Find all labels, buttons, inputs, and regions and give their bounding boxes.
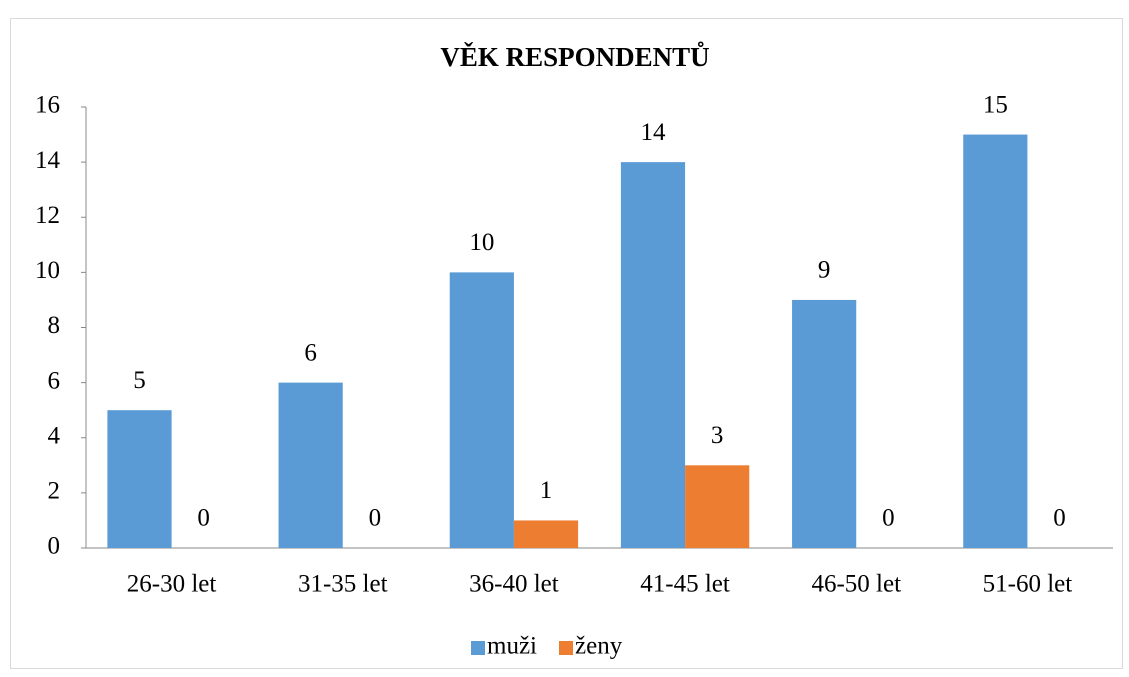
y-tick-label: 4 bbox=[48, 422, 61, 449]
legend-label: ženy bbox=[575, 633, 623, 660]
data-label: 0 bbox=[882, 505, 895, 532]
data-label: 1 bbox=[540, 477, 553, 504]
legend-label: muži bbox=[487, 633, 537, 660]
x-tick-label: 51-60 let bbox=[983, 571, 1073, 598]
bar bbox=[685, 465, 750, 548]
chart-frame bbox=[10, 18, 1123, 669]
data-label: 10 bbox=[469, 229, 494, 256]
x-tick-label: 26-30 let bbox=[127, 571, 217, 598]
data-label: 14 bbox=[640, 119, 666, 146]
x-tick-label: 31-35 let bbox=[298, 571, 388, 598]
y-tick-label: 6 bbox=[48, 367, 61, 394]
bar bbox=[513, 520, 579, 548]
y-tick-label: 16 bbox=[35, 92, 60, 119]
bar bbox=[620, 162, 686, 548]
bar bbox=[963, 134, 1028, 548]
bar bbox=[449, 272, 514, 548]
bar bbox=[107, 410, 172, 548]
bar bbox=[792, 299, 857, 548]
y-tick-label: 8 bbox=[48, 312, 61, 339]
data-label: 9 bbox=[818, 257, 831, 284]
legend-swatch bbox=[471, 641, 485, 655]
y-tick-label: 10 bbox=[35, 257, 60, 284]
y-tick-label: 14 bbox=[35, 147, 61, 174]
bar bbox=[278, 382, 343, 548]
x-tick-label: 36-40 let bbox=[469, 571, 559, 598]
y-tick-label: 0 bbox=[48, 533, 61, 560]
x-tick-label: 46-50 let bbox=[811, 571, 901, 598]
data-label: 3 bbox=[711, 422, 724, 449]
data-label: 5 bbox=[133, 367, 146, 394]
data-label: 6 bbox=[304, 339, 317, 366]
y-tick-label: 2 bbox=[48, 478, 61, 505]
data-label: 0 bbox=[1053, 505, 1066, 532]
legend-swatch bbox=[559, 641, 573, 655]
data-label: 0 bbox=[369, 505, 382, 532]
y-tick-label: 12 bbox=[35, 202, 60, 229]
chart-title: VĚK RESPONDENTŮ bbox=[440, 41, 709, 72]
data-label: 15 bbox=[983, 91, 1008, 118]
x-tick-label: 41-45 let bbox=[640, 571, 730, 598]
data-label: 0 bbox=[197, 505, 210, 532]
